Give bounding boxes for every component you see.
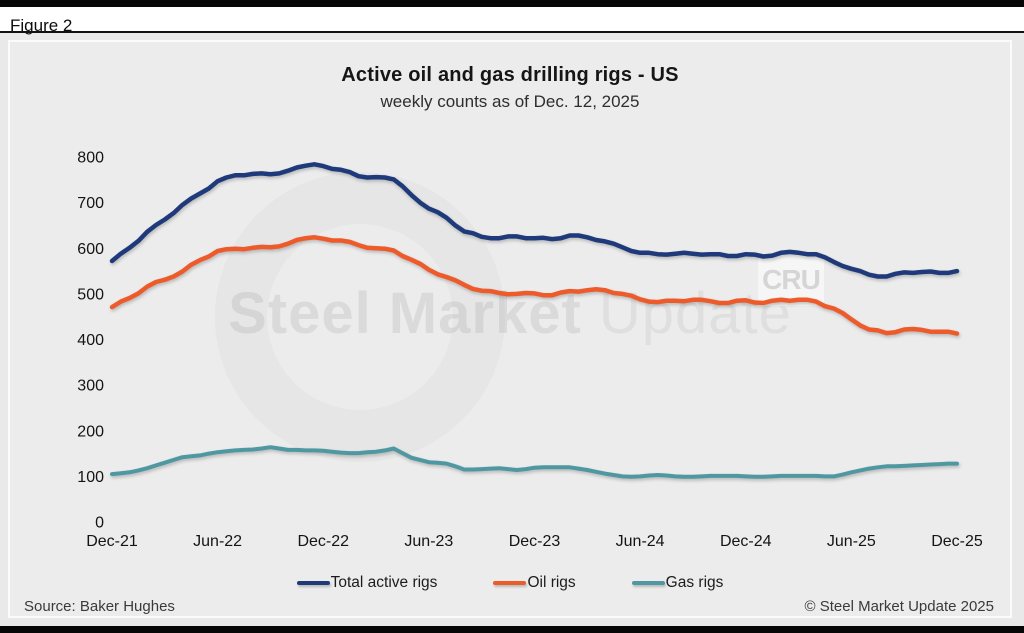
- figure-label: Figure 2: [10, 16, 73, 35]
- figure-label-strip: Figure 2: [0, 7, 1024, 35]
- line-chart: 0 100 200 300 400 500 600 700 800 Dec-21 Jun-22 Dec…: [77, 150, 983, 551]
- y-axis-tick-label: 600: [77, 241, 104, 258]
- legend-item-oil: Oil rigs: [493, 574, 576, 592]
- chart-legend: Total active rigs Oil rigs Gas rigs: [10, 574, 1010, 592]
- legend-label-total: Total active rigs: [330, 574, 438, 591]
- y-axis-tick-label: 500: [77, 286, 104, 303]
- legend-swatch-oil: [493, 581, 527, 585]
- legend-swatch-total: [296, 581, 330, 585]
- y-axis-tick-label: 300: [77, 378, 104, 395]
- bottom-black-bar: [0, 626, 1024, 633]
- copyright-notice: © Steel Market Update 2025: [804, 598, 995, 615]
- series-line-gas: [110, 445, 959, 479]
- watermark-text: Steel Market Update: [50, 280, 970, 347]
- x-axis-tick-label: Dec-21: [86, 533, 138, 550]
- x-axis-tick-label: Jun-24: [616, 533, 665, 550]
- x-axis-tick-label: Jun-22: [193, 533, 242, 550]
- y-axis-tick-label: 0: [95, 515, 104, 532]
- y-axis-tick-label: 700: [77, 195, 104, 212]
- x-axis-tick-label: Jun-25: [827, 533, 876, 550]
- legend-item-total: Total active rigs: [296, 574, 438, 592]
- x-axis-tick-label: Dec-23: [509, 533, 561, 550]
- legend-item-gas: Gas rigs: [631, 574, 724, 592]
- watermark-cru-logo: CRU: [758, 254, 824, 306]
- x-axis-tick-label: Dec-25: [931, 533, 983, 550]
- x-axis-tick-label: Dec-24: [720, 533, 772, 550]
- y-axis-tick-label: 200: [77, 423, 104, 440]
- source-credit: Source: Baker Hughes: [24, 598, 175, 615]
- legend-label-oil: Oil rigs: [527, 574, 576, 591]
- figure-divider-rule: [0, 31, 1024, 33]
- legend-label-gas: Gas rigs: [665, 574, 724, 591]
- series-line-total: [109, 162, 960, 279]
- x-axis-tick-label: Dec-22: [297, 533, 349, 550]
- series-line-oil: [109, 235, 960, 336]
- top-black-bar: [0, 0, 1024, 7]
- legend-swatch-gas: [631, 581, 665, 585]
- y-axis-tick-label: 100: [77, 469, 104, 486]
- chart-title: Active oil and gas drilling rigs - US: [341, 64, 679, 86]
- y-axis-tick-label: 800: [77, 150, 104, 167]
- chart-panel: Active oil and gas drilling rigs - US we…: [8, 40, 1012, 618]
- x-axis-tick-label: Jun-23: [404, 533, 453, 550]
- y-axis-tick-label: 400: [77, 332, 104, 349]
- chart-subtitle: weekly counts as of Dec. 12, 2025: [380, 92, 640, 111]
